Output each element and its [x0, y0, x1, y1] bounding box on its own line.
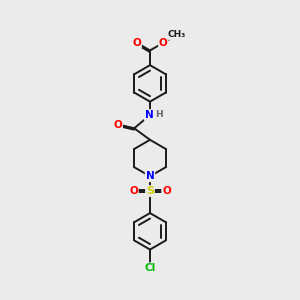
Text: O: O — [129, 186, 138, 196]
Text: H: H — [155, 110, 163, 119]
Text: N: N — [145, 110, 153, 120]
Text: Cl: Cl — [144, 263, 156, 273]
Text: O: O — [113, 120, 122, 130]
Text: N: N — [146, 171, 154, 181]
Text: O: O — [159, 38, 168, 48]
Text: O: O — [162, 186, 171, 196]
Text: CH₃: CH₃ — [168, 30, 186, 39]
Text: O: O — [132, 38, 141, 48]
Text: S: S — [146, 186, 154, 196]
